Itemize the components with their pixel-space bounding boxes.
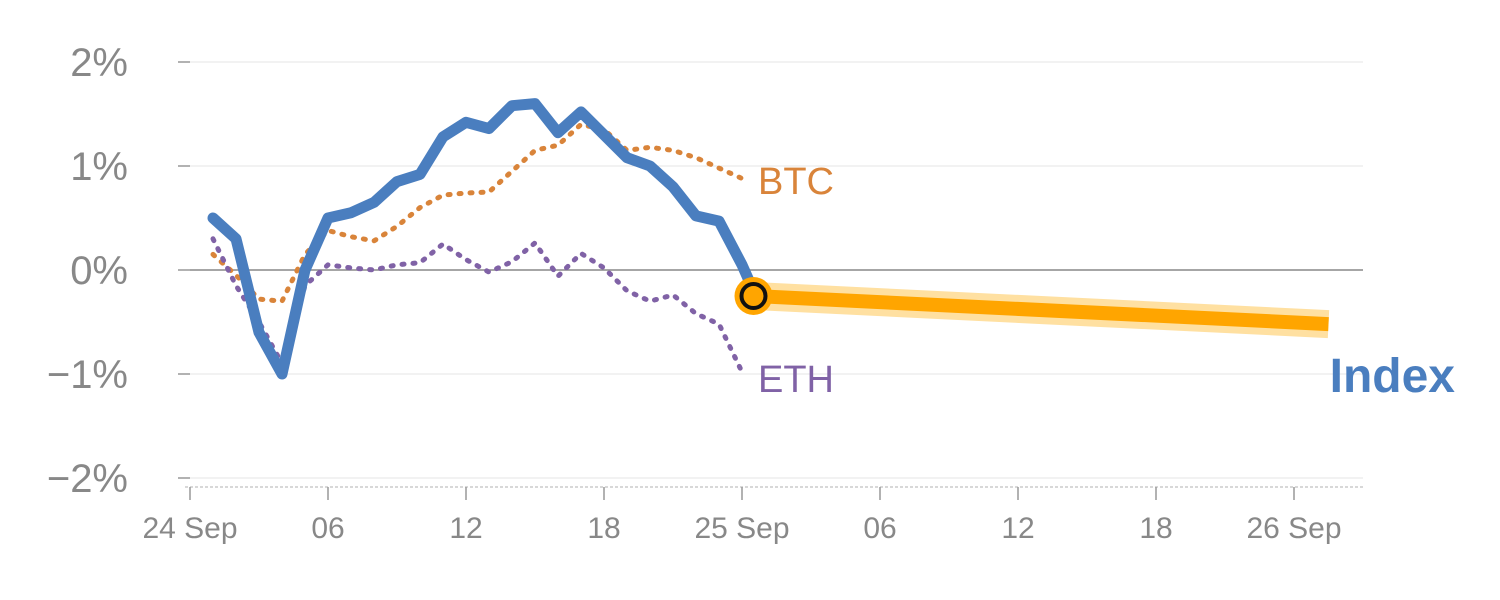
gridlines [190,61,1363,479]
x-tick-label: 12 [449,512,482,545]
label-index: Index [1330,350,1456,403]
x-tick-label: 18 [587,512,620,545]
x-tick-label: 25 Sep [694,512,789,545]
series-lines [207,98,759,380]
y-tick-label: −1% [47,353,128,397]
label-btc: BTC [758,161,834,203]
x-tick-label: 06 [863,512,896,545]
y-tick-label: 0% [70,249,128,293]
y-tick-label: −2% [47,457,128,501]
x-tick-label: 26 Sep [1246,512,1341,545]
label-eth: ETH [758,359,834,401]
x-tick-label: 24 Sep [142,512,237,545]
x-tick-label: 18 [1139,512,1172,545]
current-value-marker [739,282,768,310]
forecast-band [734,277,1330,339]
y-tick-label: 1% [70,145,128,189]
series-line-index [207,98,759,380]
series-labels: BTC ETH Index [758,161,1455,403]
x-tick-label: 06 [311,512,344,545]
x-tick-label: 12 [1001,512,1034,545]
y-tick-label: 2% [70,41,128,85]
axes: 2% 1% 0% −1% −2% 24 Sep 06 12 18 25 Sep 06 12 18 26 S… [47,41,1363,545]
series-line-btc [210,121,745,304]
forecast-line [753,289,1329,332]
